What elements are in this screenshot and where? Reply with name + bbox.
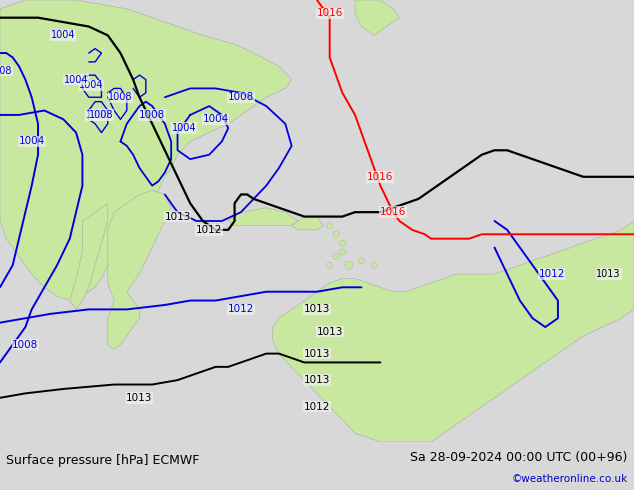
Text: 1008: 1008 [12, 340, 39, 350]
Text: 1013: 1013 [597, 269, 621, 279]
Text: 1008: 1008 [86, 110, 110, 121]
Text: 1004: 1004 [79, 80, 104, 90]
Polygon shape [355, 0, 399, 35]
Polygon shape [108, 190, 171, 349]
Text: 1004: 1004 [51, 30, 75, 40]
Text: 1013: 1013 [304, 375, 330, 385]
Text: 1016: 1016 [380, 207, 406, 217]
Text: 1012: 1012 [196, 225, 223, 235]
Polygon shape [70, 203, 108, 309]
Text: 1012: 1012 [228, 304, 254, 315]
Text: 1004: 1004 [172, 123, 196, 133]
Text: 1012: 1012 [538, 269, 565, 279]
Circle shape [333, 253, 339, 259]
Text: Surface pressure [hPa] ECMWF: Surface pressure [hPa] ECMWF [6, 454, 200, 467]
Polygon shape [228, 208, 298, 225]
Text: 1008: 1008 [0, 66, 12, 76]
Circle shape [333, 231, 339, 237]
Circle shape [339, 249, 346, 255]
Text: 1008: 1008 [89, 110, 113, 120]
Text: 1008: 1008 [108, 92, 133, 102]
Circle shape [339, 240, 346, 246]
Text: 1016: 1016 [367, 172, 394, 182]
Circle shape [327, 222, 333, 228]
Text: 1004: 1004 [64, 74, 88, 85]
Text: ©weatheronline.co.uk: ©weatheronline.co.uk [512, 474, 628, 485]
Circle shape [371, 262, 377, 268]
Text: 1013: 1013 [164, 212, 191, 221]
Polygon shape [0, 0, 292, 300]
Circle shape [327, 262, 333, 268]
Text: 1013: 1013 [304, 348, 330, 359]
Circle shape [345, 261, 353, 269]
Text: 1013: 1013 [304, 304, 330, 315]
Text: Sa 28-09-2024 00:00 UTC (00+96): Sa 28-09-2024 00:00 UTC (00+96) [410, 451, 628, 464]
Circle shape [358, 258, 365, 264]
Text: 1008: 1008 [228, 92, 254, 102]
Text: 1016: 1016 [316, 8, 343, 18]
Text: 1004: 1004 [202, 114, 229, 124]
Text: 1013: 1013 [126, 393, 153, 403]
Polygon shape [292, 217, 323, 230]
Text: 1004: 1004 [18, 136, 45, 147]
Polygon shape [273, 221, 634, 442]
Text: 1008: 1008 [139, 110, 165, 120]
Text: 1012: 1012 [304, 402, 330, 412]
Text: 1013: 1013 [316, 326, 343, 337]
